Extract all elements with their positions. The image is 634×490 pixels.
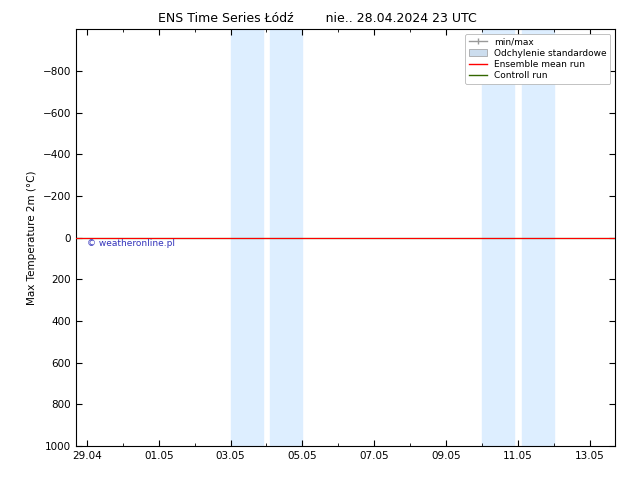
Bar	[522, 29, 554, 446]
Bar	[270, 29, 302, 446]
Bar	[231, 29, 263, 446]
Legend: min/max, Odchylenie standardowe, Ensemble mean run, Controll run: min/max, Odchylenie standardowe, Ensembl…	[465, 34, 611, 84]
Text: © weatheronline.pl: © weatheronline.pl	[87, 239, 175, 248]
Text: ENS Time Series Łódź        nie.. 28.04.2024 23 UTC: ENS Time Series Łódź nie.. 28.04.2024 23…	[158, 12, 476, 25]
Y-axis label: Max Temperature 2m (°C): Max Temperature 2m (°C)	[27, 171, 37, 305]
Bar	[482, 29, 514, 446]
